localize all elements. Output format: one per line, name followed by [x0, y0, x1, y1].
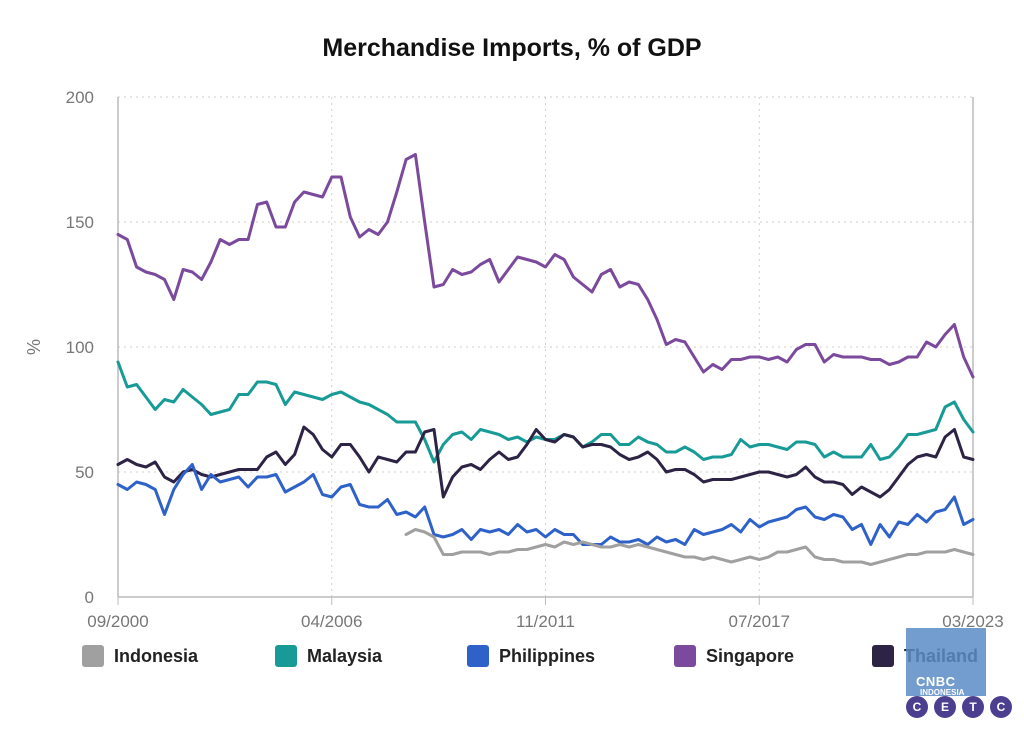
legend-item-indonesia[interactable]: Indonesia	[82, 645, 198, 667]
legend-item-singapore[interactable]: Singapore	[674, 645, 794, 667]
legend-swatch	[82, 645, 104, 667]
grid-lines	[118, 96, 973, 597]
legend-label: Philippines	[499, 645, 596, 666]
y-tick-label: 100	[66, 338, 94, 357]
legend: IndonesiaMalaysiaPhilippinesSingaporeTha…	[0, 645, 1024, 675]
legend-item-philippines[interactable]: Philippines	[467, 645, 595, 667]
logo-brand: CNBC	[916, 674, 956, 689]
axes	[117, 97, 974, 605]
logo-letter: T	[962, 696, 984, 718]
series-line-thailand	[116, 425, 975, 499]
y-axis-label: %	[24, 339, 44, 355]
legend-label: Singapore	[706, 645, 795, 666]
logo-letter: C	[906, 696, 928, 718]
legend-item-malaysia[interactable]: Malaysia	[275, 645, 382, 667]
legend-swatch	[872, 645, 894, 667]
y-tick-label: 0	[85, 588, 94, 607]
legend-label: Malaysia	[307, 645, 383, 666]
y-tick-label: 200	[66, 88, 94, 107]
x-tick-label: 09/2000	[87, 612, 148, 631]
x-tick-label: 07/2017	[729, 612, 790, 631]
series-line-singapore	[116, 153, 975, 379]
chart-title: Merchandise Imports, % of GDP	[322, 34, 702, 62]
series-line-indonesia	[404, 528, 975, 566]
x-tick-label: 11/2011	[516, 612, 575, 631]
y-tick-label: 50	[75, 463, 94, 482]
logo-letter: E	[934, 696, 956, 718]
legend-label: Indonesia	[114, 645, 199, 666]
logo-background	[906, 628, 986, 696]
x-tick-labels: 09/2000 04/2006 11/2011 07/2017 03/2023	[87, 612, 1003, 631]
series-line-philippines	[116, 463, 975, 546]
y-tick-label: 150	[66, 213, 94, 232]
logo-letter: C	[990, 696, 1012, 718]
y-tick-labels: 0 50 100 150 200	[66, 88, 94, 607]
line-chart: 0 50 100 150 200 09/2000 04/2006 11/2011 07/201…	[24, 88, 1004, 631]
legend-swatch	[467, 645, 489, 667]
legend-swatch	[674, 645, 696, 667]
series-lines	[116, 153, 975, 566]
x-tick-label: 04/2006	[301, 612, 362, 631]
legend-swatch	[275, 645, 297, 667]
logo-sub: INDONESIA	[920, 688, 965, 697]
x-tick-label: 03/2023	[942, 612, 1003, 631]
